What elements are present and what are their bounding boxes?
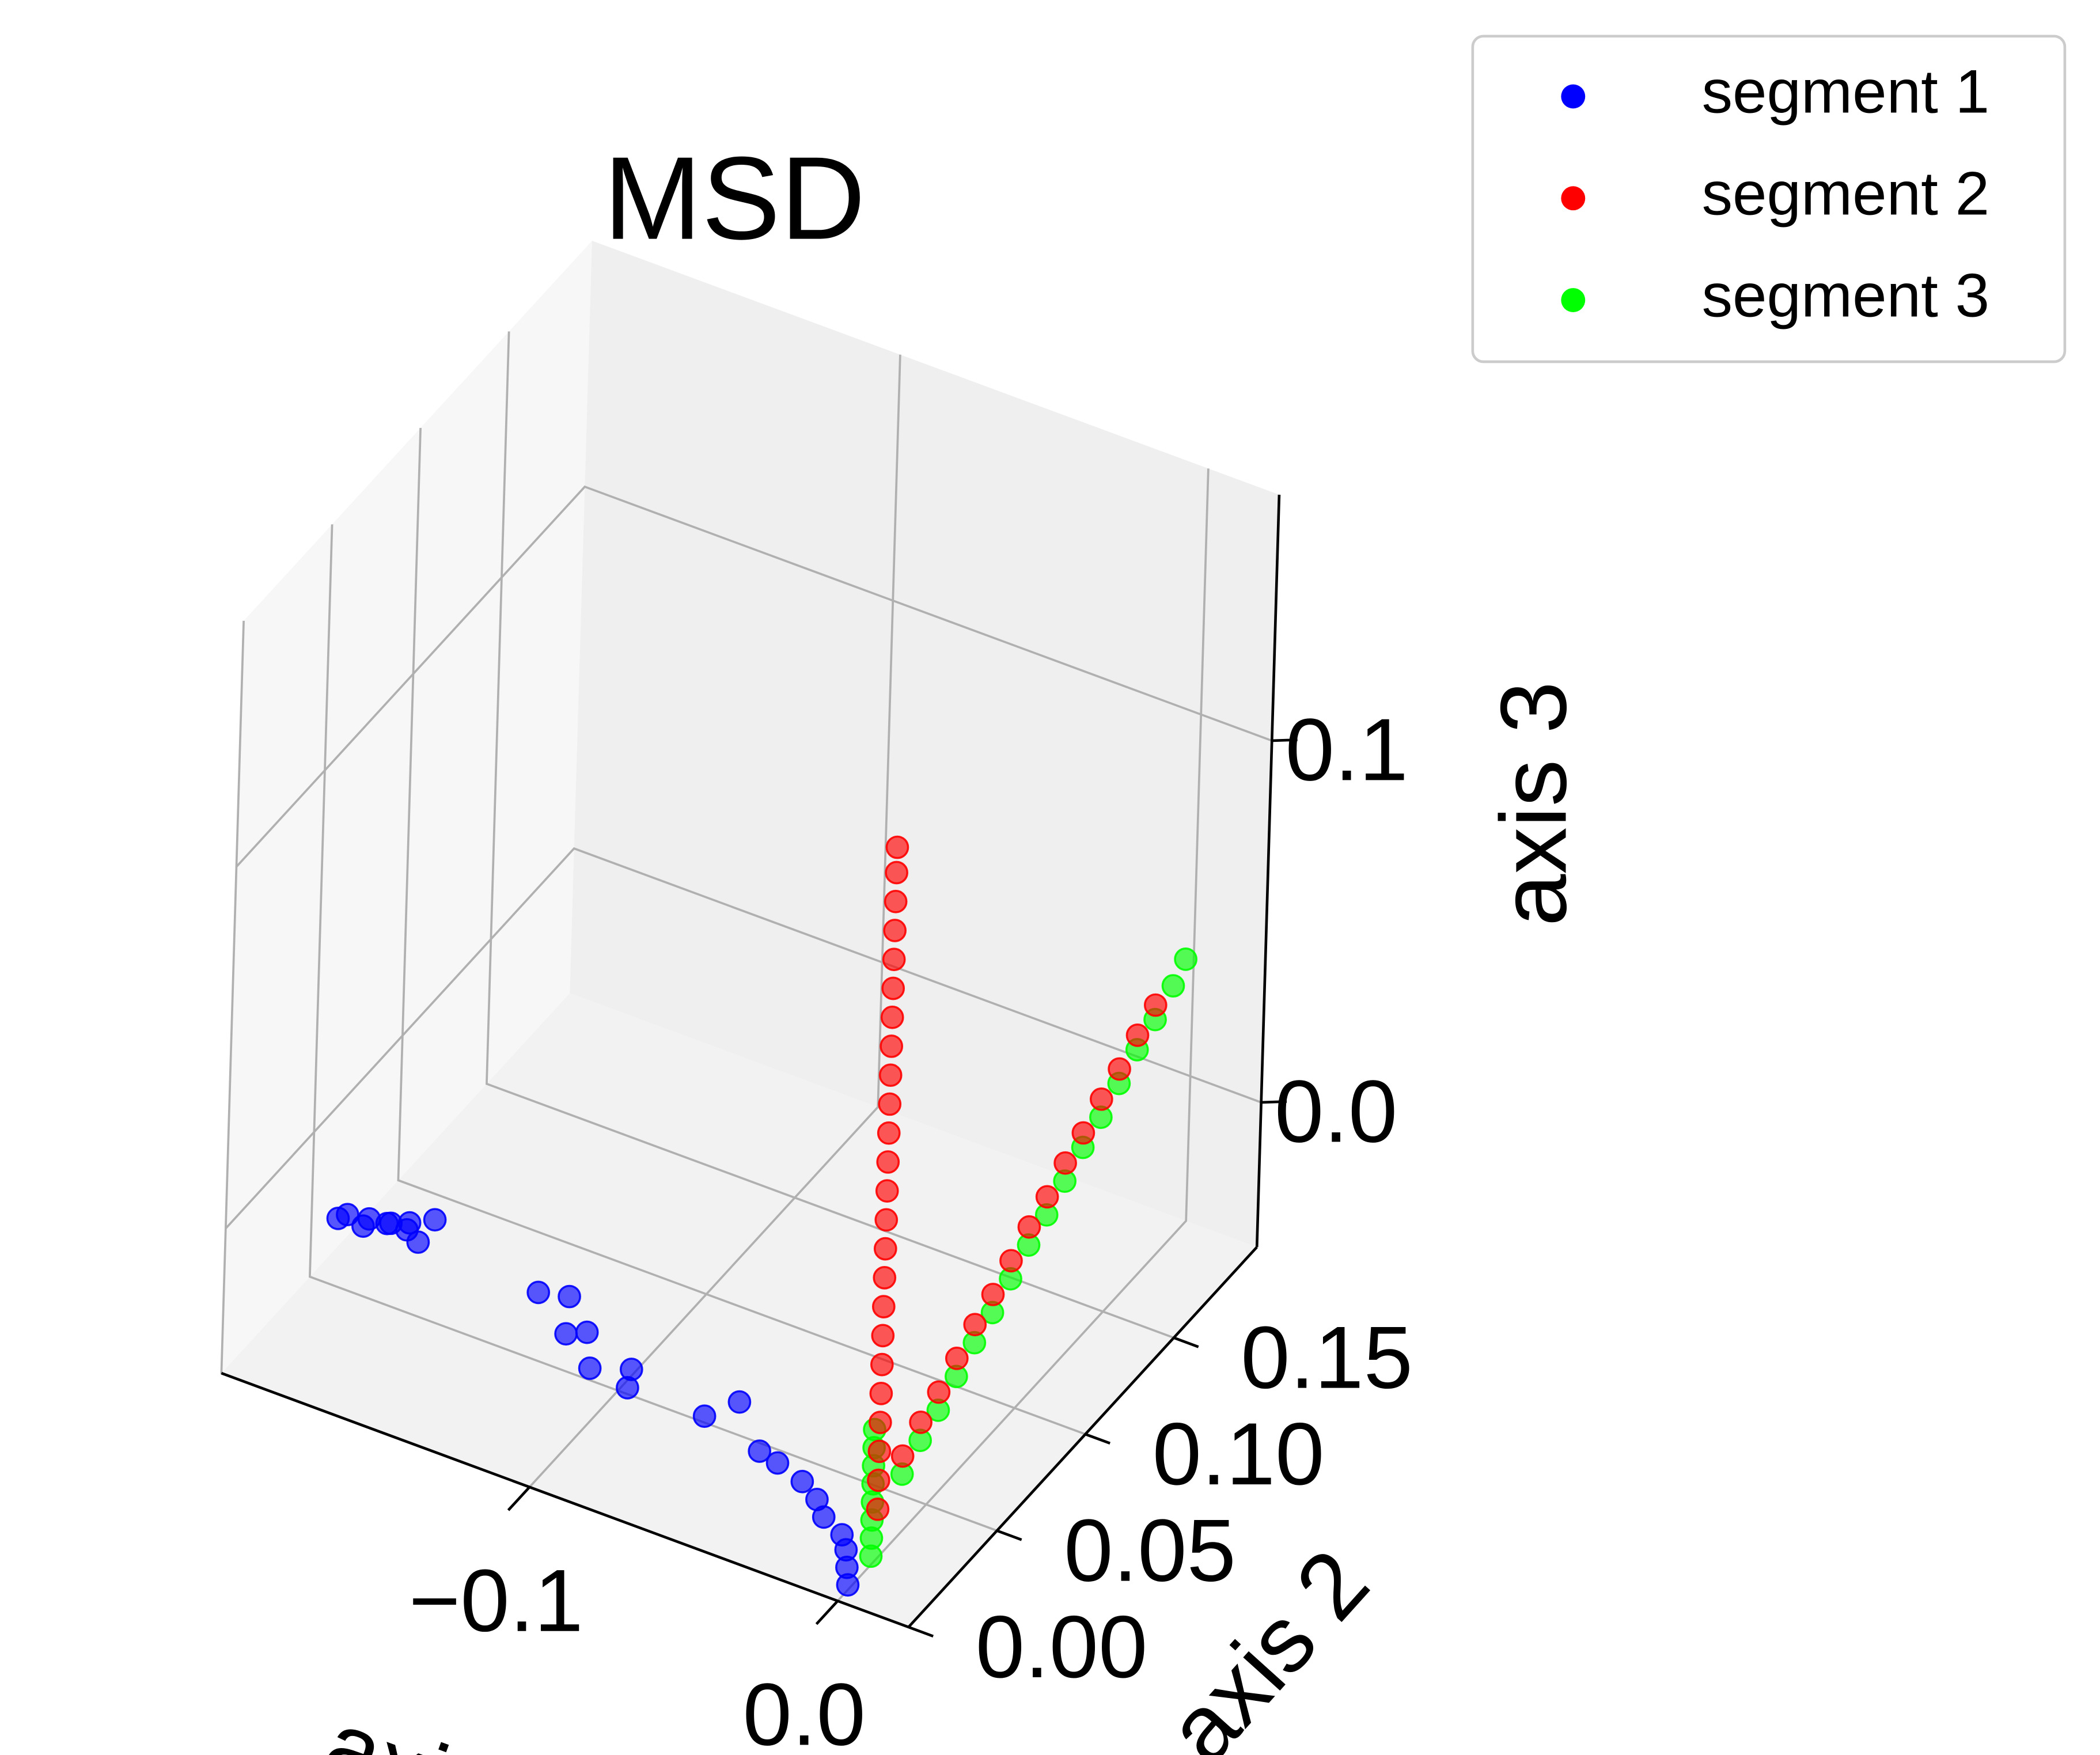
x-tick-label: 0.0 [742, 1665, 865, 1755]
tick-mark [507, 1486, 531, 1511]
data-point [927, 1380, 951, 1404]
legend-label: segment 2 [1702, 159, 1990, 228]
data-point [1174, 947, 1197, 971]
data-point [1071, 1121, 1096, 1145]
data-point [881, 976, 905, 1000]
data-point [874, 1208, 899, 1232]
data-point [836, 1573, 860, 1597]
data-point [880, 1005, 904, 1029]
y-axis [907, 1246, 1258, 1628]
data-point [882, 947, 906, 972]
data-point [867, 1468, 890, 1492]
data-point [812, 1505, 836, 1529]
data-point [870, 1352, 894, 1377]
data-point [1108, 1057, 1131, 1081]
legend-label: segment 3 [1702, 260, 1990, 329]
legend-marker [1561, 186, 1586, 211]
tick-mark [996, 1529, 1022, 1541]
data-point [765, 1451, 790, 1475]
data-point [880, 1034, 904, 1058]
data-point [878, 1092, 902, 1116]
tick-mark [1173, 1336, 1199, 1348]
data-point [878, 1063, 903, 1087]
data-point [945, 1347, 969, 1370]
tick-mark [908, 1625, 934, 1638]
data-point [877, 1121, 901, 1145]
legend-marker [1561, 84, 1586, 109]
x-axis [221, 1371, 909, 1629]
data-point [875, 1179, 899, 1203]
data-point [1053, 1151, 1077, 1175]
legend-label: segment 1 [1702, 57, 1990, 126]
data-point [909, 1410, 933, 1434]
data-point [1161, 974, 1185, 998]
z-tick-label: 0.0 [1275, 1062, 1397, 1161]
data-point [619, 1358, 643, 1381]
data-point [790, 1469, 814, 1494]
pane-back [570, 241, 1279, 1248]
pane-left [221, 241, 592, 1374]
data-point [867, 1439, 892, 1464]
legend-marker [1561, 288, 1586, 312]
data-point [868, 1411, 892, 1434]
grid-line [836, 468, 1210, 1602]
data-point [575, 1320, 599, 1344]
data-point [869, 1381, 893, 1405]
grid-line [528, 354, 901, 1488]
data-point [558, 1284, 581, 1309]
data-point [748, 1439, 772, 1463]
data-point [397, 1211, 422, 1235]
data-point [423, 1208, 447, 1232]
data-point [1089, 1087, 1113, 1111]
data-point [1035, 1185, 1059, 1209]
y-tick-label: 0.10 [1153, 1404, 1325, 1503]
data-point [999, 1249, 1023, 1273]
data-point [981, 1283, 1005, 1306]
data-point [1143, 993, 1167, 1017]
z-axis-label: axis 3 [1481, 681, 1586, 926]
grid-line [225, 847, 1262, 1230]
data-point [884, 889, 908, 913]
data-point [890, 1444, 915, 1468]
y-tick-label: 0.00 [976, 1597, 1148, 1696]
z-axis [1255, 494, 1281, 1248]
x-tick-label: −0.1 [409, 1551, 583, 1650]
data-point [526, 1280, 551, 1305]
grid-line [236, 485, 1272, 868]
data-point [1125, 1024, 1150, 1047]
data-point [871, 1324, 895, 1348]
data-point [727, 1390, 752, 1414]
tick-mark [1272, 738, 1298, 742]
grid-line [397, 427, 1086, 1435]
data-point [871, 1295, 896, 1318]
grid-line [486, 331, 1174, 1339]
data-point [885, 861, 908, 885]
data-point [963, 1313, 987, 1337]
data-point [578, 1356, 602, 1380]
data-point [692, 1404, 717, 1428]
chart-title: MSD [604, 133, 866, 264]
z-tick-label: 0.1 [1286, 700, 1408, 799]
tick-mark [1261, 1100, 1287, 1104]
data-point [873, 1266, 897, 1290]
data-point [336, 1203, 359, 1227]
data-point [406, 1230, 430, 1254]
data-point [1017, 1215, 1041, 1239]
data-point [883, 919, 907, 942]
x-axis-label: axis 1 [312, 1690, 578, 1755]
data-point [866, 1497, 890, 1521]
data-point [885, 835, 909, 859]
tick-mark [1085, 1432, 1111, 1445]
data-point [554, 1322, 578, 1346]
y-tick-label: 0.05 [1064, 1501, 1236, 1600]
legend-box [1471, 35, 2067, 363]
data-point [873, 1237, 897, 1261]
y-tick-label: 0.15 [1241, 1308, 1413, 1407]
tick-mark [815, 1599, 839, 1625]
data-point [876, 1150, 900, 1174]
